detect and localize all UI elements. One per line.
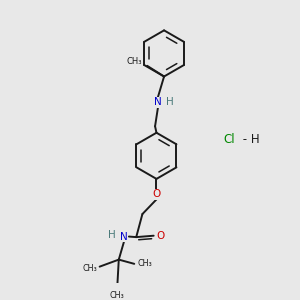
Text: H: H — [166, 98, 174, 107]
Text: O: O — [157, 231, 165, 241]
Text: N: N — [120, 232, 128, 242]
Text: - H: - H — [239, 133, 260, 146]
Text: O: O — [152, 189, 160, 200]
Text: H: H — [108, 230, 116, 240]
Text: CH₃: CH₃ — [110, 291, 125, 300]
Text: CH₃: CH₃ — [82, 264, 97, 273]
Text: CH₃: CH₃ — [137, 259, 152, 268]
Text: N: N — [154, 98, 162, 107]
Text: CH₃: CH₃ — [126, 57, 142, 66]
Text: Cl: Cl — [223, 133, 235, 146]
